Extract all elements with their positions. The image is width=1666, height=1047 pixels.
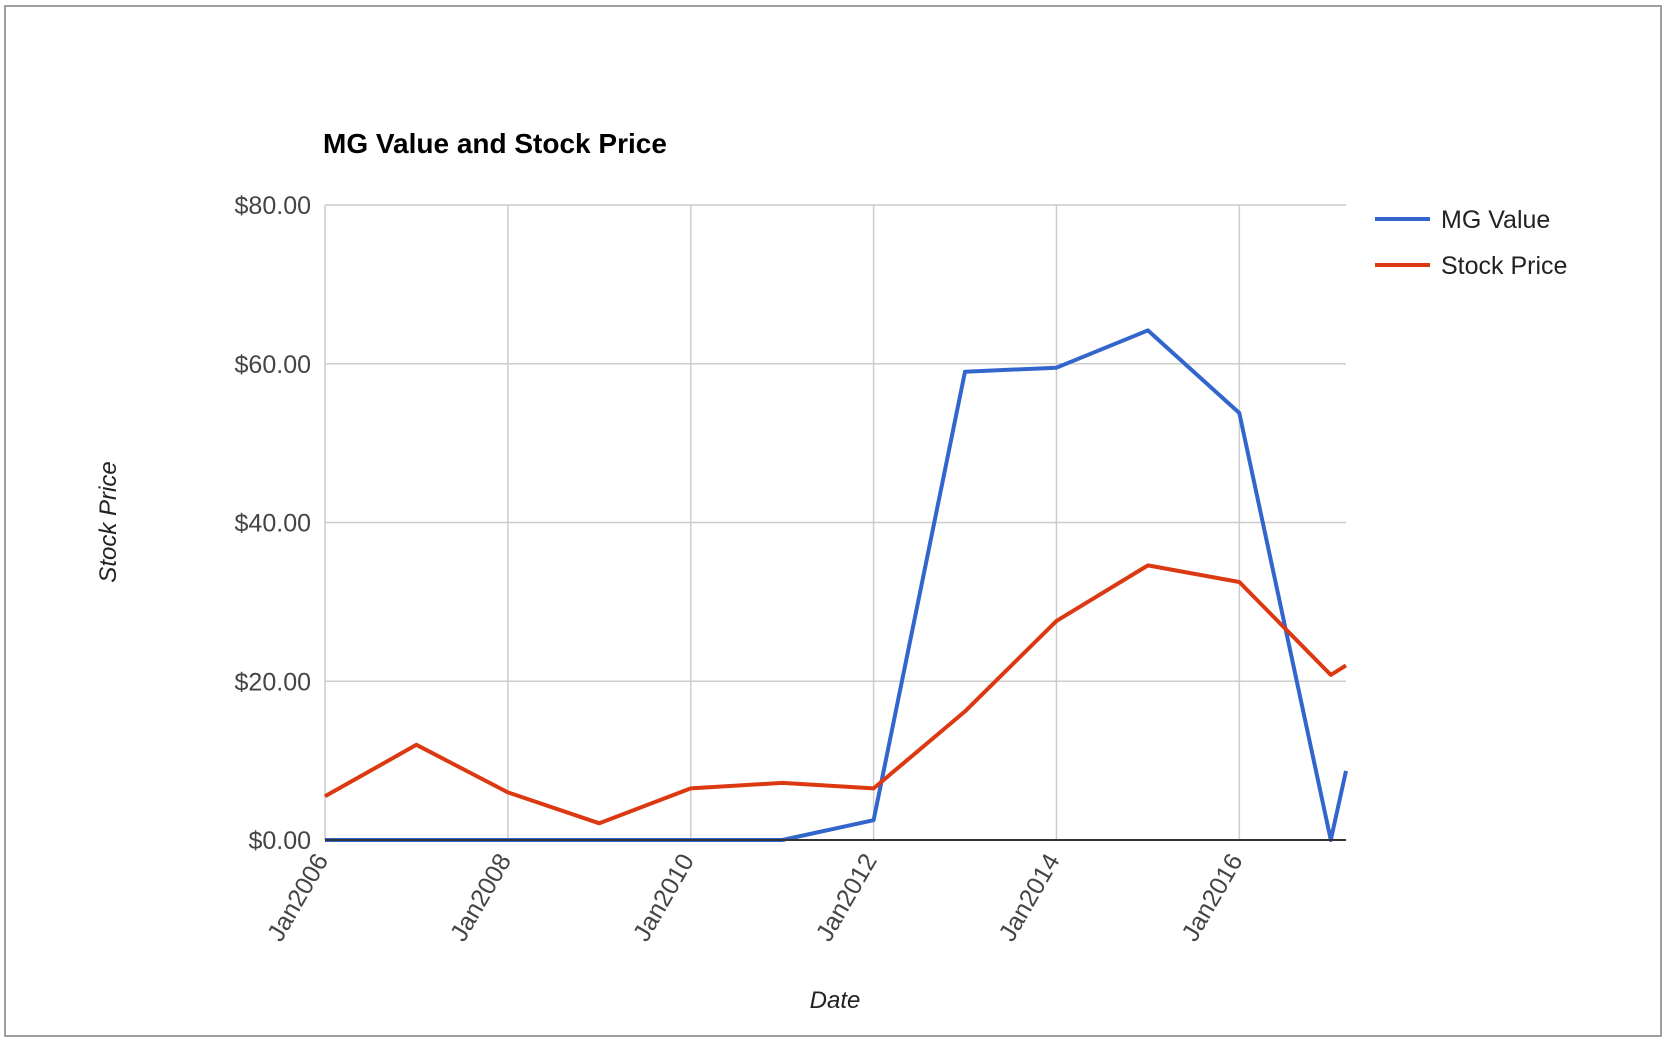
data-point-mg-value[interactable] <box>962 369 968 375</box>
y-tick-label: $60.00 <box>235 351 311 379</box>
data-point-mg-value[interactable] <box>1343 768 1349 774</box>
data-point-stock-price[interactable] <box>322 793 328 799</box>
x-axis-label: Date <box>810 987 861 1014</box>
data-point-stock-price[interactable] <box>413 742 419 748</box>
data-point-mg-value[interactable] <box>1054 365 1060 371</box>
data-point-stock-price[interactable] <box>962 708 968 714</box>
series-line-stock-price[interactable] <box>324 563 1348 826</box>
data-point-stock-price[interactable] <box>779 780 785 786</box>
y-tick-label: $20.00 <box>235 668 311 696</box>
chart-title: MG Value and Stock Price <box>323 128 667 159</box>
data-point-stock-price[interactable] <box>1236 579 1242 585</box>
data-point-stock-price[interactable] <box>688 785 694 791</box>
y-tick-label: $40.00 <box>235 510 311 538</box>
data-point-stock-price[interactable] <box>596 820 602 826</box>
data-point-mg-value[interactable] <box>1236 410 1242 416</box>
chart-border <box>4 5 1662 1037</box>
y-axis-label: Stock Price <box>95 461 122 582</box>
legend-label-stock-price: Stock Price <box>1441 252 1567 280</box>
legend: MG Value Stock Price <box>1375 206 1567 280</box>
y-tick-label: $0.00 <box>248 827 311 855</box>
y-axis-tick-labels: $0.00 $20.00 $40.00 $60.00 $80.00 <box>235 192 311 855</box>
legend-label-mg-value: MG Value <box>1441 206 1550 234</box>
data-point-stock-price[interactable] <box>1343 662 1349 668</box>
data-point-stock-price[interactable] <box>505 789 511 795</box>
y-tick-label: $80.00 <box>235 192 311 220</box>
data-point-stock-price[interactable] <box>1145 562 1151 568</box>
data-point-mg-value[interactable] <box>871 817 877 823</box>
data-point-stock-price[interactable] <box>1054 618 1060 624</box>
data-point-stock-price[interactable] <box>871 785 877 791</box>
data-point-mg-value[interactable] <box>1145 327 1151 333</box>
legend-item-mg-value[interactable]: MG Value <box>1375 206 1550 234</box>
data-point-stock-price[interactable] <box>1328 672 1334 678</box>
legend-item-stock-price[interactable]: Stock Price <box>1375 252 1567 280</box>
